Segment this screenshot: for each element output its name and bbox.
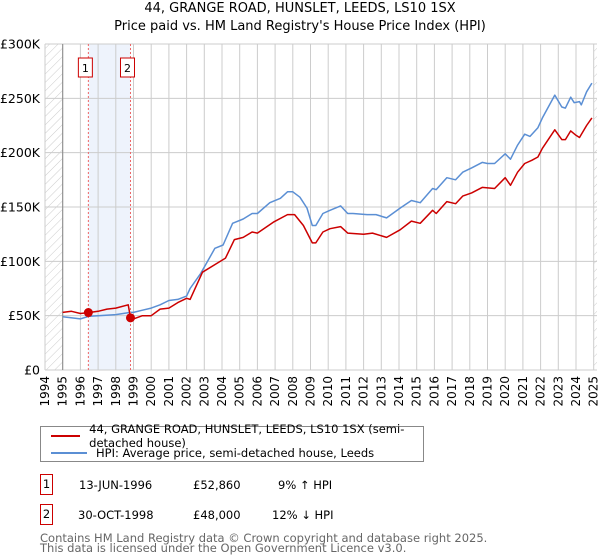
sale-label-box (77, 57, 93, 78)
x-tick-label: 2006 (250, 376, 264, 407)
transaction-hpi: 12% ↓ HPI (272, 508, 334, 522)
x-tick-label: 2000 (144, 376, 158, 407)
legend-item-property: 44, GRANGE ROAD, HUNSLET, LEEDS, LS10 1S… (51, 422, 423, 450)
sale-label: 1 (82, 62, 89, 75)
y-tick-label: £200K (0, 145, 41, 160)
chart-title: 44, GRANGE ROAD, HUNSLET, LEEDS, LS10 1S… (144, 1, 456, 16)
legend-label-hpi: HPI: Average price, semi-detached house,… (96, 446, 375, 460)
x-tick-label: 2002 (180, 376, 194, 407)
transaction-date: 13-JUN-1996 (79, 478, 153, 492)
transaction-hpi: 9% ↑ HPI (278, 478, 333, 492)
x-tick-label: 2023 (551, 376, 565, 407)
legend-swatch-blue (51, 452, 87, 454)
x-tick-label: 2025 (587, 376, 600, 407)
sale-point (125, 313, 135, 323)
x-tick-label: 2009 (304, 376, 318, 407)
x-tick-label: 2008 (286, 376, 300, 407)
x-tick-label: 2003 (197, 376, 211, 407)
sale-label-box (119, 57, 135, 78)
y-tick-label: £50K (8, 308, 41, 323)
x-tick-label: 2020 (498, 376, 512, 407)
y-tick-label: £100K (0, 254, 41, 269)
chart-legend: 44, GRANGE ROAD, HUNSLET, LEEDS, LS10 1S… (40, 422, 424, 462)
x-tick-label: 2001 (162, 376, 176, 407)
x-tick-label: 1997 (91, 376, 105, 407)
transaction-price: £52,860 (193, 478, 241, 492)
x-tick-label: 2022 (534, 376, 548, 407)
property-series-line (62, 117, 593, 320)
y-tick-label: £150K (0, 200, 41, 215)
x-tick-label: 1999 (127, 376, 141, 407)
transaction-badge: 1 (40, 474, 53, 495)
x-tick-label: 2021 (516, 376, 530, 407)
footer-copyright: Contains HM Land Registry data © Crown c… (40, 531, 488, 545)
x-tick-label: 2024 (569, 376, 583, 407)
hpi-series-line (62, 82, 593, 320)
transaction-badge: 2 (40, 504, 53, 525)
transaction-date: 30-OCT-1998 (78, 508, 154, 522)
x-tick-label: 2014 (392, 376, 406, 407)
x-tick-label: 2007 (268, 376, 282, 407)
y-tick-label: £250K (0, 91, 41, 106)
legend-swatch-red (51, 435, 81, 437)
y-tick-label: £300K (0, 37, 41, 52)
x-tick-label: 2017 (445, 376, 459, 407)
x-tick-label: 1998 (109, 376, 123, 407)
x-tick-label: 2015 (410, 376, 424, 407)
sale-label: 2 (124, 62, 131, 75)
x-tick-label: 2004 (215, 376, 229, 407)
x-tick-label: 2016 (427, 376, 441, 407)
x-tick-label: 2011 (339, 376, 353, 407)
sale-point (83, 308, 93, 318)
legend-label-property: 44, GRANGE ROAD, HUNSLET, LEEDS, LS10 1S… (89, 422, 405, 450)
x-tick-label: 2013 (374, 376, 388, 407)
x-tick-label: 2018 (463, 376, 477, 407)
x-tick-label: 1994 (38, 376, 52, 407)
x-tick-label: 2019 (481, 376, 495, 407)
x-tick-label: 1995 (56, 376, 70, 407)
transaction-price: £48,000 (193, 508, 241, 522)
x-tick-label: 2010 (321, 376, 335, 407)
y-tick-label: £0 (24, 363, 40, 378)
x-tick-label: 2005 (233, 376, 247, 407)
x-tick-label: 1996 (73, 376, 87, 407)
transaction-row: 1 13-JUN-1996 £52,860 9% ↑ HPI (40, 474, 440, 496)
x-tick-label: 2012 (357, 376, 371, 407)
chart-subtitle: Price paid vs. HM Land Registry's House … (114, 19, 486, 34)
transaction-row: 2 30-OCT-1998 £48,000 12% ↓ HPI (40, 504, 440, 526)
legend-item-hpi: HPI: Average price, semi-detached house,… (51, 445, 374, 461)
footer-licence: This data is licensed under the Open Gov… (40, 541, 407, 555)
